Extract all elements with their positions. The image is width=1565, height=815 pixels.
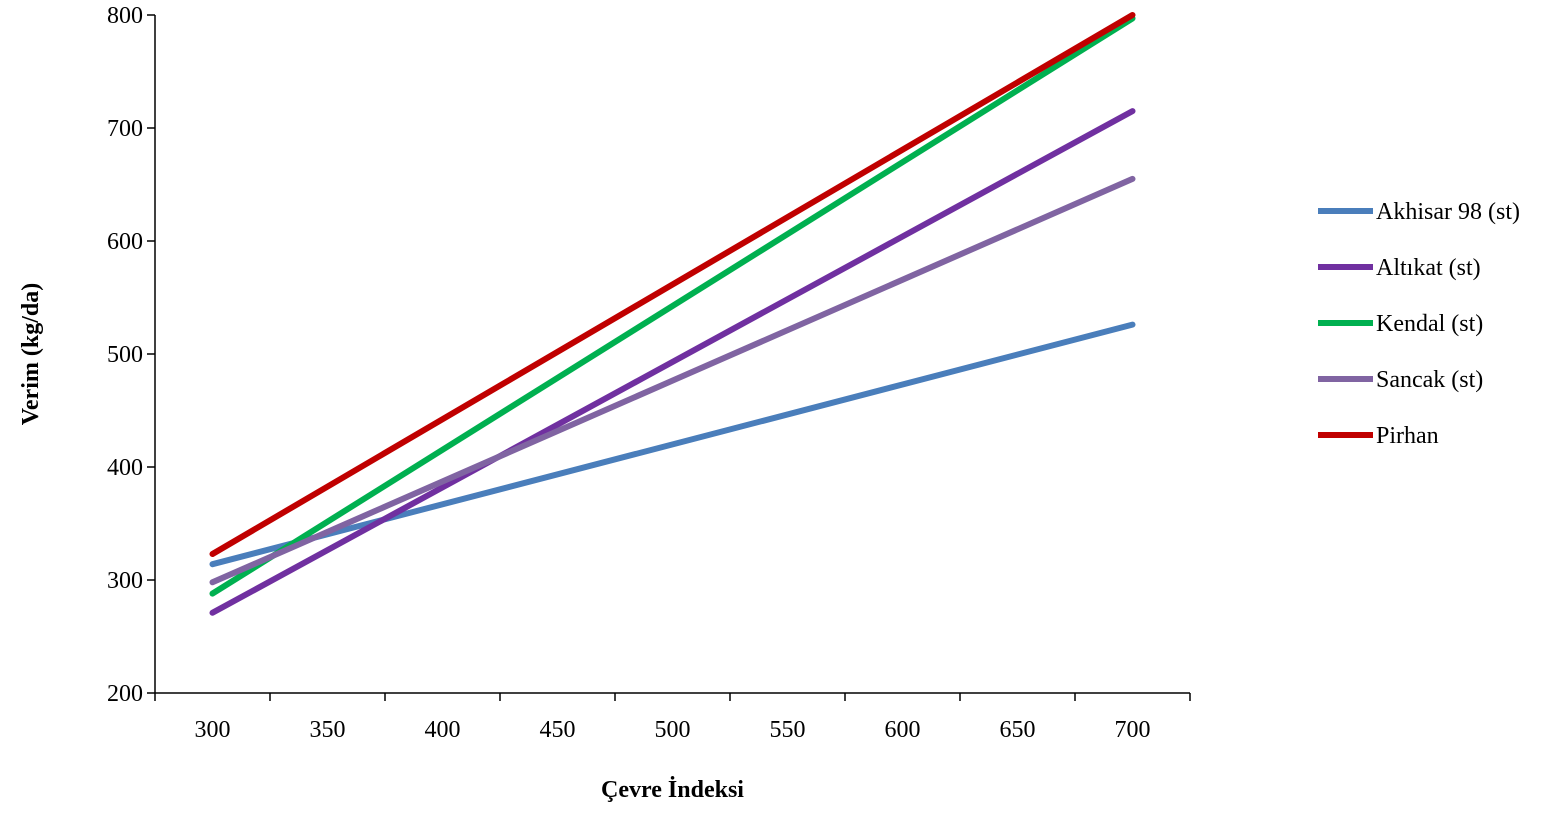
legend-label: Altıkat (st) (1376, 255, 1481, 281)
series-line-5 (209, 12, 1136, 557)
series-line-4 (209, 175, 1136, 586)
x-tick-label: 300 (195, 717, 231, 743)
x-tick-label: 400 (425, 717, 461, 743)
y-tick-label: 700 (107, 116, 143, 142)
series-line-2 (209, 108, 1136, 616)
x-ticks: 300 350 400 450 500 550 600 650 700 (154, 693, 1191, 743)
legend-label: Pirhan (1376, 423, 1439, 449)
y-axis-title: Verim (kg/da) (18, 283, 44, 425)
x-tick-label: 450 (540, 717, 576, 743)
y-tick-label: 500 (107, 342, 143, 368)
legend-label: Kendal (st) (1376, 311, 1483, 337)
x-tick-label: 650 (1000, 717, 1036, 743)
legend: Akhisar 98 (st) Altıkat (st) Kendal (st) Sa… (1318, 199, 1520, 449)
legend-label: Sancak (st) (1376, 367, 1483, 393)
legend-label: Akhisar 98 (st) (1376, 199, 1520, 225)
x-tick-label: 700 (1115, 717, 1151, 743)
y-tick-label: 400 (107, 455, 143, 481)
x-tick-label: 500 (655, 717, 691, 743)
x-tick-label: 550 (770, 717, 806, 743)
series-lines (209, 12, 1136, 616)
series-line-1 (209, 321, 1136, 568)
y-ticks: 200 300 400 500 600 700 800 (107, 3, 155, 707)
y-tick-label: 600 (107, 229, 143, 255)
series-line-3 (209, 15, 1136, 597)
x-tick-label: 600 (885, 717, 921, 743)
y-tick-label: 800 (107, 3, 143, 29)
y-tick-label: 300 (107, 568, 143, 594)
y-tick-label: 200 (107, 681, 143, 707)
x-tick-label: 350 (310, 717, 346, 743)
axes: 200 300 400 500 600 700 800 300 350 400 450 500 550… (107, 3, 1191, 743)
x-axis-title: Çevre İndeksi (601, 777, 744, 803)
